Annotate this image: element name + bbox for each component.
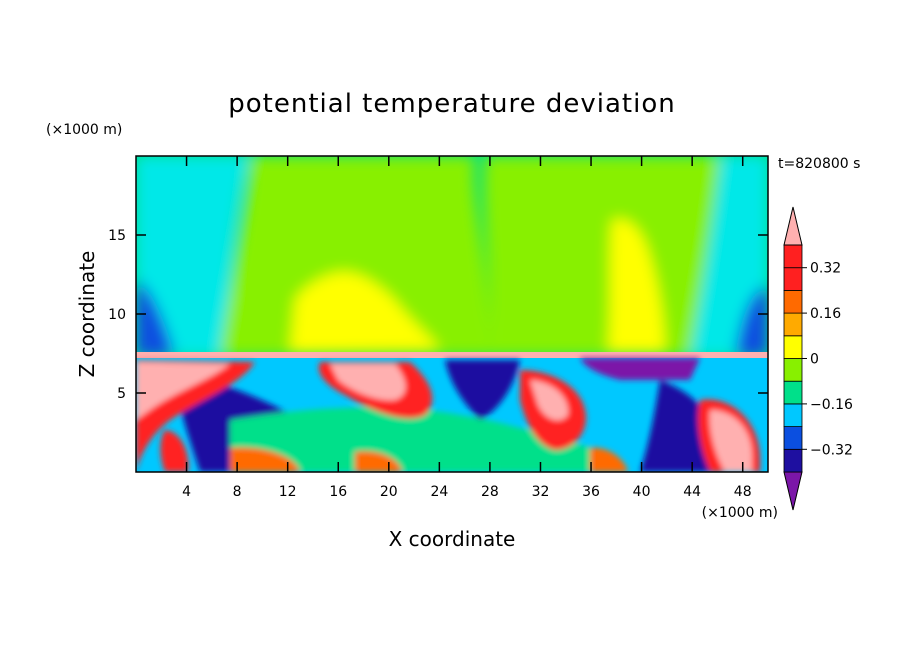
- x-tick-label: 48: [734, 484, 752, 500]
- colorbar-bin: [783, 426, 803, 450]
- lower-pink-far-right: [709, 410, 752, 472]
- x-tick-label: 36: [582, 484, 600, 500]
- colorbar-tick-label: 0.32: [810, 261, 841, 277]
- lower-purple-right: [580, 358, 700, 380]
- lower-red-bottom-mid: [230, 447, 300, 472]
- colorbar-extend-max: [783, 206, 803, 246]
- x-tick-label: 8: [233, 484, 242, 500]
- lower-red-bottom-left: [160, 430, 189, 472]
- colorbar-bin: [783, 403, 803, 427]
- upper-yellow-right: [608, 218, 665, 352]
- lower-blue-right: [640, 380, 720, 472]
- lower-green-mid: [230, 407, 600, 472]
- y-tick-label: 15: [108, 228, 126, 244]
- x-tick-label: 16: [329, 484, 347, 500]
- x-tick-label: 44: [683, 484, 701, 500]
- y-tick-label: 10: [108, 307, 126, 323]
- colorbar-bin: [783, 244, 803, 269]
- plot-area: [136, 156, 768, 472]
- x-tick-label: 24: [430, 484, 448, 500]
- lower-pink-center-left: [330, 364, 406, 401]
- upper-yellow-left: [290, 271, 440, 352]
- x-tick-label: 32: [532, 484, 550, 500]
- colorbar-bin: [783, 312, 803, 337]
- upper-cyan-left: [136, 156, 250, 356]
- y-axis-label: Z coordinate: [75, 251, 99, 378]
- upper-blue-right: [735, 285, 768, 356]
- colorbar-bin: [783, 358, 803, 382]
- lower-pink-left: [136, 362, 230, 420]
- colorbar-tick-label: 0: [810, 352, 819, 368]
- y-tick-label: 5: [117, 386, 126, 402]
- colorbar-bin: [783, 289, 803, 314]
- colorbar-bin: [783, 267, 803, 291]
- colorbar-bin: [783, 335, 803, 359]
- upper-field: [136, 156, 768, 356]
- lower-field: [136, 358, 760, 472]
- time-label: t=820800 s: [778, 156, 860, 172]
- lower-purple-center: [445, 360, 520, 420]
- x-tick-label: 28: [481, 484, 499, 500]
- x-axis-label: X coordinate: [389, 527, 516, 551]
- chart-title: potential temperature deviation: [228, 89, 675, 119]
- x-axis: 4 8 12 16 20 24 28 32 36 40 44 48: [182, 156, 752, 500]
- lower-red-bottom-center: [355, 451, 402, 472]
- colorbar-extend-min: [783, 471, 803, 511]
- upper-blue-left: [136, 280, 175, 356]
- lower-pink-center-right: [530, 380, 569, 421]
- inversion-layer: [136, 352, 768, 358]
- colorbar-bin: [783, 448, 803, 473]
- x-tick-label: 40: [633, 484, 651, 500]
- x-tick-label: 20: [380, 484, 398, 500]
- x-unit-label: (×1000 m): [702, 505, 778, 521]
- y-axis: 5 10 15: [108, 228, 768, 402]
- colorbar-tick-label: −0.32: [810, 442, 853, 458]
- colorbar-tick-label: −0.16: [810, 397, 853, 413]
- upper-green-left: [220, 156, 490, 356]
- y-unit-label: (×1000 m): [46, 122, 122, 138]
- upper-green-right: [483, 156, 720, 356]
- colorbar-tick-label: 0.16: [810, 306, 841, 322]
- colorbar: 0.32 0.16 0 −0.16 −0.32: [783, 206, 853, 511]
- x-tick-label: 4: [182, 484, 191, 500]
- lower-orange-bottom-right: [590, 447, 628, 472]
- colorbar-bin: [783, 380, 803, 405]
- x-tick-label: 12: [279, 484, 297, 500]
